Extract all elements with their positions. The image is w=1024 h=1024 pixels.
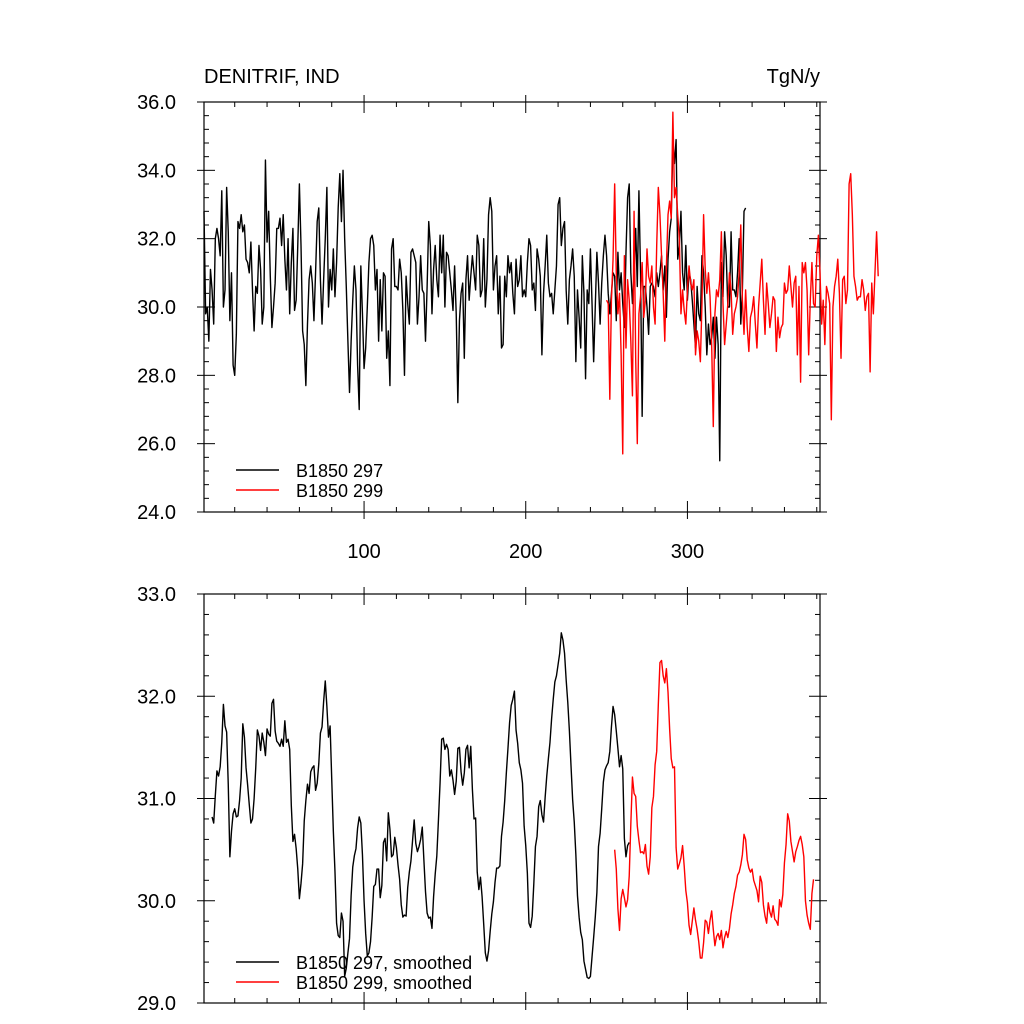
y-tick-label: 30.0 <box>137 891 176 913</box>
series-line <box>211 632 630 980</box>
series-line <box>605 111 879 455</box>
legend-label: B1850 299 <box>296 481 383 501</box>
x-tick-label: 300 <box>671 541 704 563</box>
units-label: TgN/y <box>767 66 820 88</box>
top-panel: DENITRIF, IND TgN/y 100 200 300 24.0 26.0 28.… <box>137 66 879 563</box>
plot-frame <box>203 593 821 1004</box>
series-line <box>613 659 815 959</box>
legend-label: B1850 297 <box>296 461 383 481</box>
y-tick-label: 31.0 <box>137 789 176 811</box>
y-tick-label: 32.0 <box>137 686 176 708</box>
legend-label: B1850 297, smoothed <box>296 953 472 973</box>
panel-title: DENITRIF, IND <box>204 66 340 88</box>
y-tick-label: 34.0 <box>137 160 176 182</box>
bottom-panel: 29.0 30.0 31.0 32.0 33.0 B1850 297, smoothedB… <box>137 584 827 1015</box>
y-tick-label: 32.0 <box>137 229 176 251</box>
y-tick-label: 26.0 <box>137 434 176 456</box>
series-line <box>203 138 747 462</box>
x-tick-label: 100 <box>347 541 380 563</box>
x-tick-label: 200 <box>509 541 542 563</box>
y-tick-label: 29.0 <box>137 993 176 1015</box>
y-tick-label: 24.0 <box>137 502 176 524</box>
legend-label: B1850 299, smoothed <box>296 973 472 993</box>
y-tick-label: 36.0 <box>137 92 176 114</box>
y-tick-label: 33.0 <box>137 584 176 606</box>
y-tick-label: 30.0 <box>137 297 176 319</box>
y-tick-label: 28.0 <box>137 365 176 387</box>
